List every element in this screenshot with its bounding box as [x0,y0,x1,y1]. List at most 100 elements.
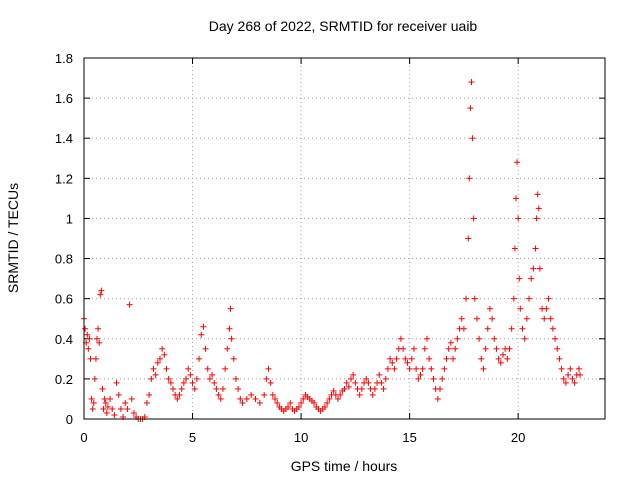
data-point [300,395,307,402]
data-point [445,345,452,352]
data-point [458,315,465,322]
data-point [560,375,567,382]
data-point [211,379,218,386]
data-point [495,355,502,362]
data-point [514,159,521,166]
data-point [400,345,407,352]
data-point [516,275,523,282]
data-point [228,335,235,342]
data-point [480,365,487,372]
data-point [189,379,196,386]
data-point [489,315,496,322]
data-point [404,359,411,366]
data-point [406,365,413,372]
data-point [526,295,533,302]
data-point [263,375,270,382]
data-point [376,371,383,378]
data-point [473,315,480,322]
data-point [443,355,450,362]
data-point [450,355,457,362]
data-point [423,335,430,342]
data-point [515,215,522,222]
y-tick-label: 0.2 [55,372,73,387]
data-point [94,335,101,342]
data-point [202,345,209,352]
data-point [90,399,97,406]
data-point [428,365,435,372]
data-point [523,315,530,322]
data-point [235,385,242,392]
data-point [124,405,131,412]
data-point [196,355,203,362]
data-point [107,395,114,402]
data-point [413,365,420,372]
data-point [206,375,213,382]
data-point [154,359,161,366]
data-point [437,385,444,392]
data-point [415,375,422,382]
data-point [470,215,477,222]
data-point [222,365,229,372]
data-point [85,345,92,352]
data-point [387,355,394,362]
data-point [426,355,433,362]
data-point [115,391,122,398]
y-tick-label: 1.2 [55,171,73,186]
data-point [454,335,461,342]
y-tick-label: 1.4 [55,131,73,146]
data-point [156,355,163,362]
data-point [469,135,476,142]
data-point [541,315,548,322]
x-axis-label: GPS time / hours [291,458,398,474]
axis-ticks [83,57,605,420]
data-point [146,391,153,398]
data-point [117,405,124,412]
data-point [89,405,96,412]
data-point [378,379,385,386]
data-point [298,399,305,406]
data-point [497,359,504,366]
data-point [152,371,159,378]
data-point [554,345,561,352]
data-point [478,355,485,362]
data-point [369,391,376,398]
data-point [565,371,572,378]
data-point [530,265,537,272]
data-point [324,399,331,406]
data-point [465,235,472,242]
data-point [575,365,582,372]
data-point [96,339,103,346]
data-point [330,387,337,394]
data-point [543,305,550,312]
data-point [460,325,467,332]
data-point [380,385,387,392]
data-point [84,331,91,338]
data-point [232,375,239,382]
data-point [224,345,231,352]
data-point [176,391,183,398]
data-point [143,399,150,406]
data-point [408,355,415,362]
y-axis-label: SRMTID / TECUs [5,183,21,293]
data-point [571,379,578,386]
data-point [227,305,234,312]
data-point [295,403,302,410]
data-point [341,385,348,392]
data-point [356,391,363,398]
data-point [547,315,554,322]
data-point [219,385,226,392]
data-point [519,325,526,332]
data-point [371,385,378,392]
y-tick-label: 1.6 [55,91,73,106]
data-point [86,335,93,342]
data-point [243,395,250,402]
data-point [348,375,355,382]
y-tick-label: 0 [66,412,73,427]
data-point [389,359,396,366]
data-point [103,409,110,416]
data-point [321,403,328,410]
data-point [510,295,517,302]
data-point [252,395,259,402]
data-point [187,371,194,378]
